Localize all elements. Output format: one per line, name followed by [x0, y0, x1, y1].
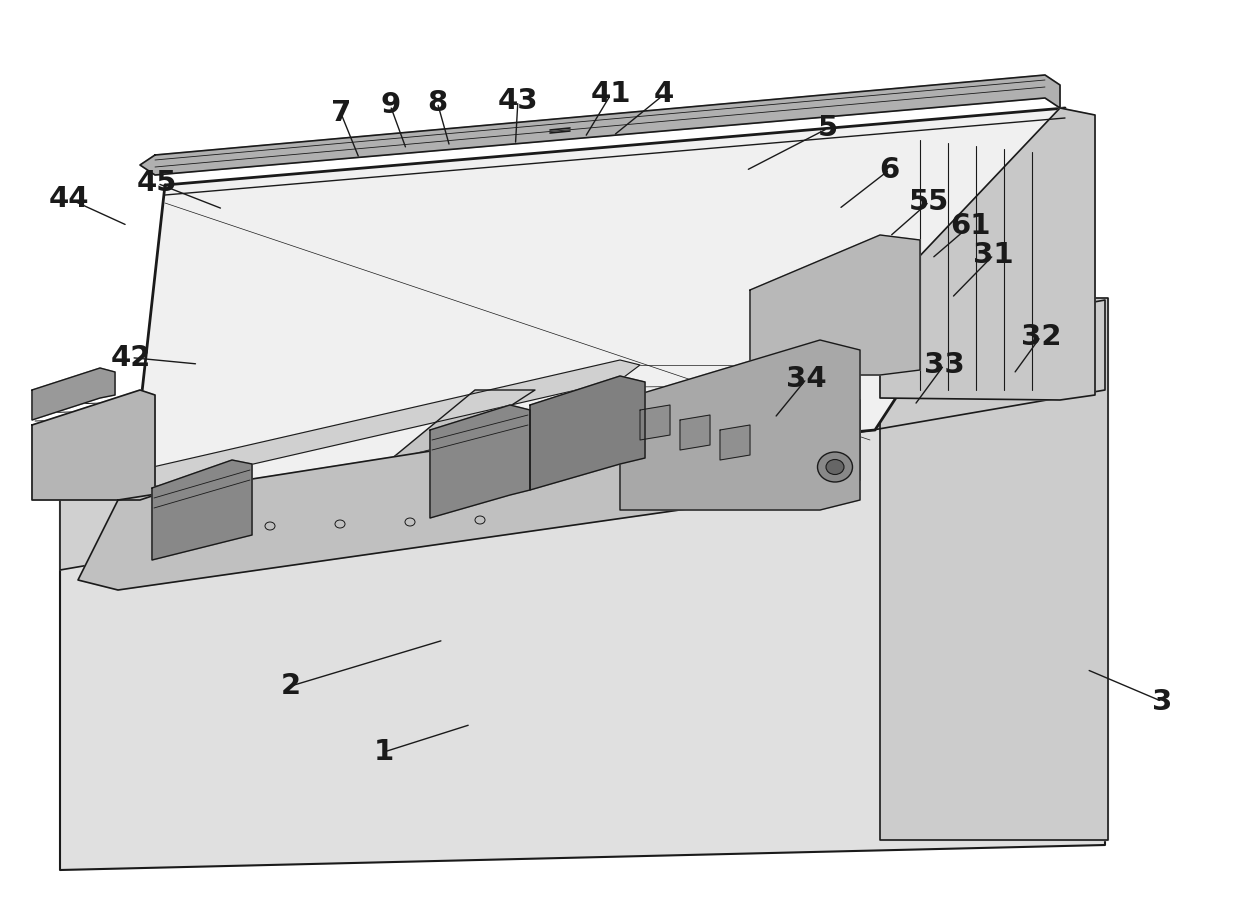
Text: 1: 1: [374, 738, 394, 766]
Text: 9: 9: [380, 92, 400, 119]
Text: 4: 4: [654, 81, 674, 108]
Text: 45: 45: [138, 170, 177, 197]
Polygon shape: [118, 360, 641, 495]
Text: 8: 8: [427, 89, 447, 116]
Text: 55: 55: [909, 188, 949, 215]
Polygon shape: [152, 460, 252, 560]
Text: 3: 3: [1152, 688, 1172, 715]
Text: 32: 32: [1021, 323, 1061, 350]
Text: 61: 61: [950, 212, 990, 239]
Polygon shape: [32, 390, 155, 500]
Polygon shape: [78, 390, 860, 590]
Text: 5: 5: [818, 115, 838, 142]
Text: 6: 6: [880, 156, 900, 183]
Ellipse shape: [818, 452, 852, 482]
Polygon shape: [430, 405, 530, 518]
Text: 2: 2: [281, 672, 301, 700]
Polygon shape: [880, 108, 1095, 400]
Polygon shape: [140, 75, 1061, 175]
Polygon shape: [620, 340, 860, 510]
Ellipse shape: [826, 459, 844, 474]
Text: 44: 44: [50, 185, 89, 213]
Polygon shape: [32, 368, 115, 420]
Text: 33: 33: [924, 351, 964, 379]
Polygon shape: [130, 108, 1066, 500]
Polygon shape: [59, 300, 1105, 570]
Text: 42: 42: [112, 344, 151, 371]
Polygon shape: [59, 300, 1105, 870]
Text: 34: 34: [787, 365, 826, 392]
Text: 41: 41: [591, 81, 631, 108]
Polygon shape: [880, 298, 1108, 840]
Polygon shape: [720, 425, 750, 460]
Text: 43: 43: [498, 87, 538, 115]
Polygon shape: [390, 390, 535, 460]
Polygon shape: [530, 376, 646, 490]
Text: 31: 31: [974, 241, 1014, 269]
Polygon shape: [641, 405, 670, 440]
Text: 7: 7: [331, 99, 351, 127]
Polygon shape: [750, 235, 921, 375]
Polygon shape: [680, 415, 710, 450]
